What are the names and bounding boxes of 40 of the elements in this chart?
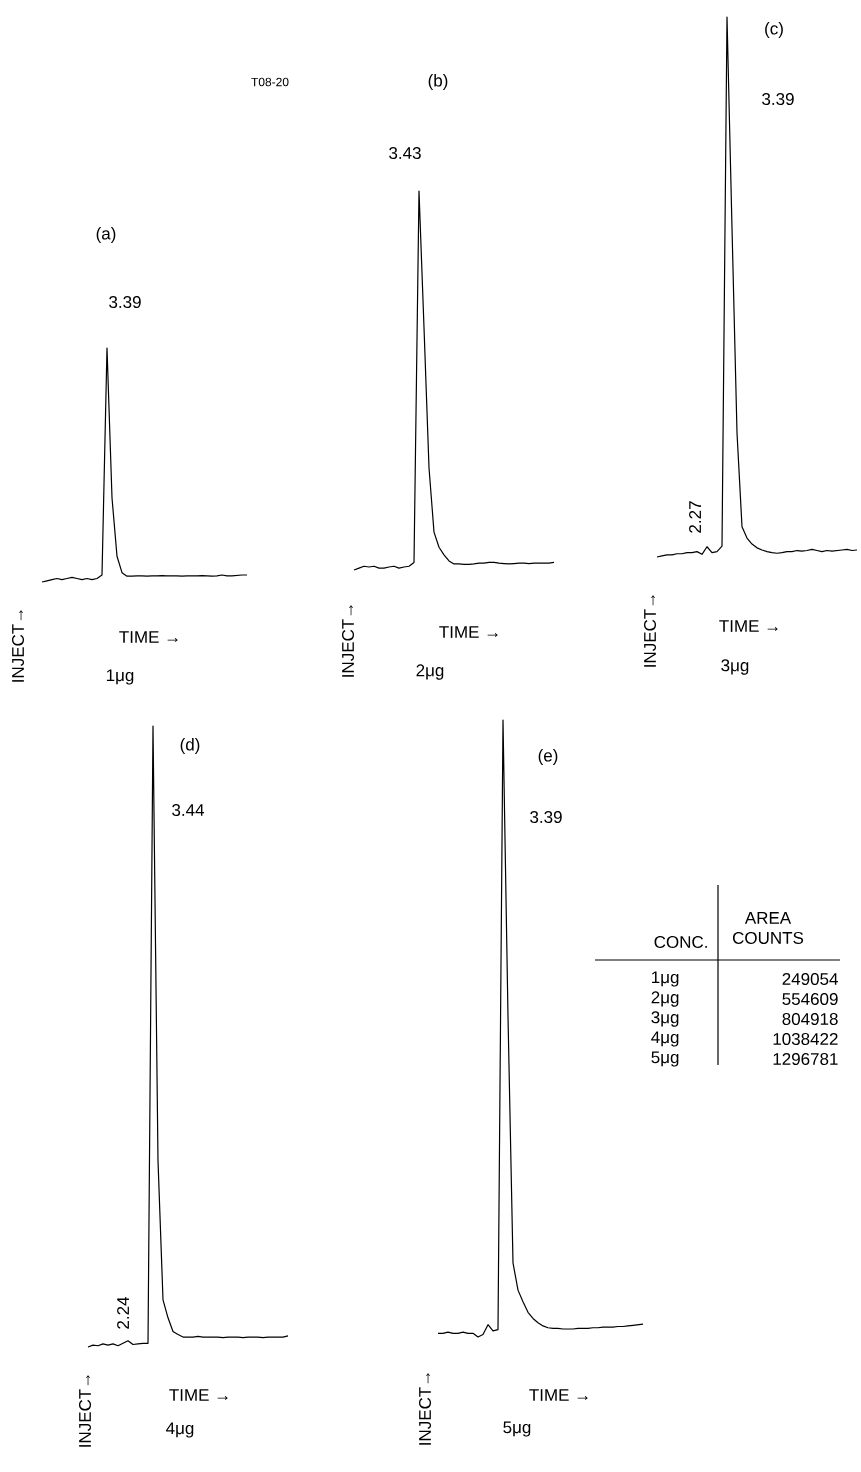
- text: 3.43: [389, 146, 421, 160]
- text: 2μg: [416, 664, 444, 680]
- text: 249054: [782, 972, 838, 986]
- text: (d): [180, 738, 200, 754]
- y-axis-title: INJECT→: [418, 1373, 432, 1445]
- text: CONC.: [654, 935, 707, 949]
- x-axis-title: TIME →: [529, 1389, 588, 1401]
- text: 1038422: [773, 1032, 838, 1046]
- y-axis-title: INJECT→: [643, 595, 657, 667]
- text: 4μg: [166, 1422, 194, 1438]
- text: 1296781: [773, 1052, 838, 1066]
- text: 3μg: [651, 1011, 679, 1027]
- annotation: 3.39: [530, 810, 562, 824]
- annotation: 2.27: [689, 501, 701, 533]
- y-axis-title: INJECT→: [11, 610, 25, 682]
- text: 5μg: [503, 1421, 531, 1437]
- text: 1μg: [106, 669, 134, 685]
- annotation: 3.39: [762, 92, 794, 106]
- x-axis-title: TIME →: [119, 631, 178, 643]
- text: 3.39: [109, 295, 141, 309]
- chart-title: (a): [96, 227, 116, 243]
- text: 3μg: [721, 659, 749, 675]
- chart-title: (b): [428, 74, 448, 90]
- text: 804918: [782, 1012, 838, 1026]
- y-axis-title: INJECT→: [341, 605, 355, 677]
- annotation: 2.24: [117, 1296, 129, 1329]
- text: AREA COUNTS: [732, 912, 804, 944]
- x-axis-title: TIME →: [439, 626, 498, 638]
- text: 4μg: [651, 1031, 679, 1047]
- chart-title: (c): [765, 22, 783, 38]
- y-axis-title: INJECT→: [78, 1375, 92, 1447]
- text: 554609: [782, 992, 838, 1006]
- text: 2μg: [651, 991, 679, 1007]
- x-axis-title: TIME →: [719, 620, 778, 632]
- text: (e): [538, 749, 558, 765]
- text: 5μg: [651, 1051, 679, 1067]
- text: T08-20: [251, 77, 289, 87]
- text: 1μg: [652, 971, 679, 987]
- x-axis-title: TIME →: [169, 1389, 228, 1401]
- annotation: 3.44: [172, 803, 205, 817]
